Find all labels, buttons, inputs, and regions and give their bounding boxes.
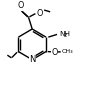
Text: O: O: [37, 9, 43, 18]
Text: O: O: [17, 1, 24, 10]
Text: N: N: [29, 55, 35, 64]
Text: 2: 2: [63, 33, 67, 38]
Text: NH: NH: [59, 31, 70, 37]
Text: CH₃: CH₃: [61, 49, 73, 54]
Text: O: O: [51, 48, 58, 56]
